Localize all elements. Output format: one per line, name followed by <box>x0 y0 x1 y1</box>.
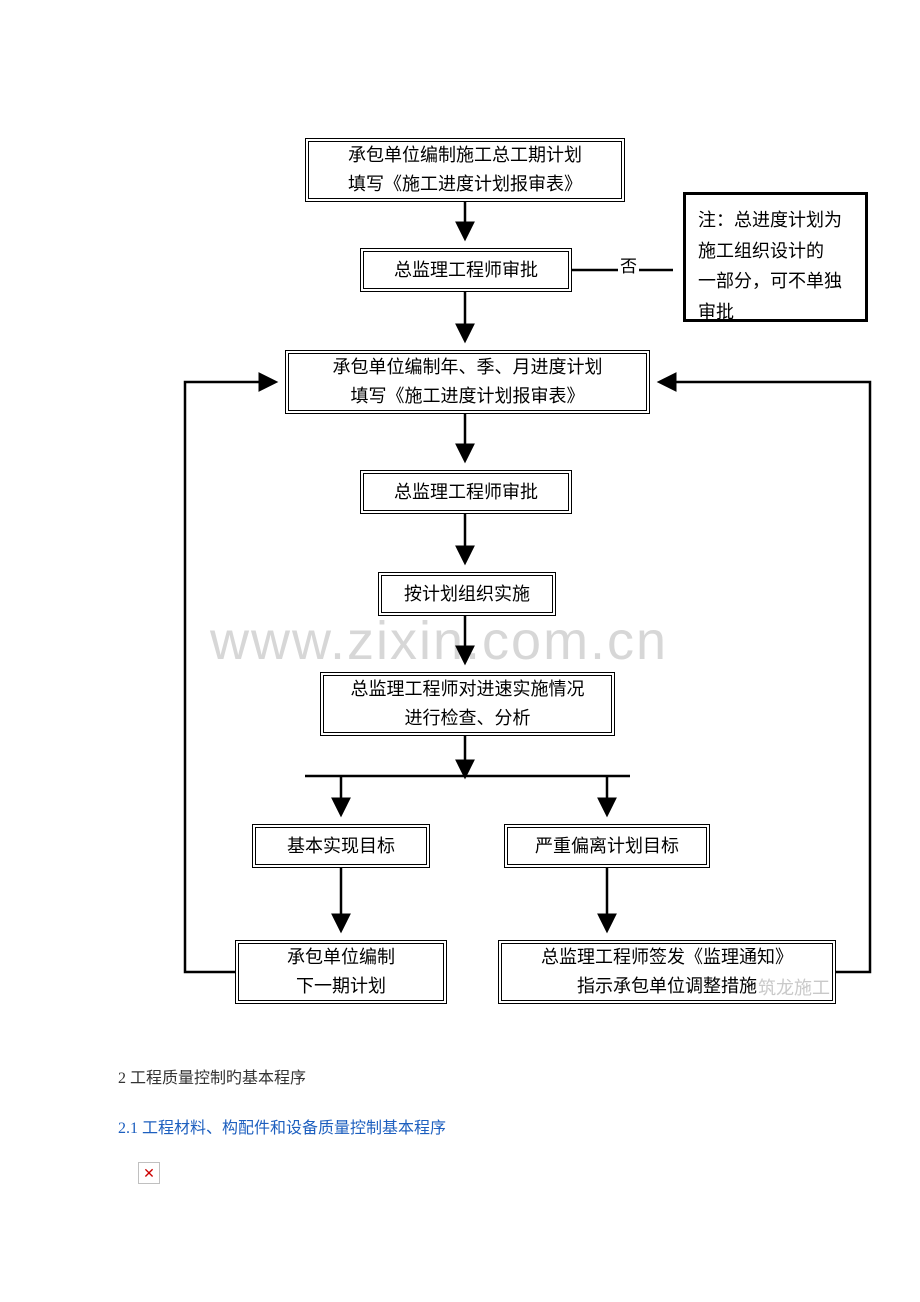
watermark-text: www.zixin.com.cn <box>210 610 668 672</box>
node-contractor-master-plan: 承包单位编制施工总工期计划 填写《施工进度计划报审表》 <box>305 138 625 202</box>
node-contractor-periodic-plan: 承包单位编制年、季、月进度计划 填写《施工进度计划报审表》 <box>285 350 650 414</box>
node-next-plan: 承包单位编制 下一期计划 <box>235 940 447 1004</box>
node-text: 进行检查、分析 <box>351 704 585 733</box>
node-text: 指示承包单位调整措施 <box>541 972 793 1001</box>
node-target-deviated: 严重偏离计划目标 <box>504 824 710 868</box>
subsection-heading: 2.1 工程材料、构配件和设备质量控制基本程序 <box>118 1114 446 1138</box>
node-text: 总监理工程师签发《监理通知》 <box>541 943 793 972</box>
node-implement: 按计划组织实施 <box>378 572 556 616</box>
node-chief-approve-2: 总监理工程师审批 <box>360 470 572 514</box>
node-text: 填写《施工进度计划报审表》 <box>348 170 582 199</box>
node-text: 承包单位编制年、季、月进度计划 <box>333 353 603 382</box>
node-text: 按计划组织实施 <box>404 580 530 609</box>
node-text: 总监理工程师对进速实施情况 <box>351 675 585 704</box>
note-line: 一部分，可不单独 <box>698 266 853 297</box>
note-line: 注：总进度计划为 <box>698 205 853 236</box>
node-text: 下一期计划 <box>287 972 395 1001</box>
node-text: 总监理工程师审批 <box>394 256 538 285</box>
note-box: 注：总进度计划为 施工组织设计的 一部分，可不单独 审批 <box>683 192 868 322</box>
node-text: 严重偏离计划目标 <box>535 832 679 861</box>
node-chief-approve-1: 总监理工程师审批 <box>360 248 572 292</box>
note-line: 审批 <box>698 297 853 328</box>
node-text: 承包单位编制施工总工期计划 <box>348 141 582 170</box>
edge-label-fou: 否 <box>618 252 639 277</box>
node-text: 填写《施工进度计划报审表》 <box>333 382 603 411</box>
node-issue-notice: 总监理工程师签发《监理通知》 指示承包单位调整措施 <box>498 940 836 1004</box>
node-text: 基本实现目标 <box>287 832 395 861</box>
page-canvas: www.zixin.com.cn <box>0 0 920 1302</box>
note-line: 施工组织设计的 <box>698 236 853 267</box>
node-text: 承包单位编制 <box>287 943 395 972</box>
section-caption: 2 工程质量控制旳基本程序 <box>118 1064 306 1088</box>
node-text: 总监理工程师审批 <box>394 478 538 507</box>
broken-image-icon: ✕ <box>138 1162 160 1184</box>
node-inspect-analyze: 总监理工程师对进速实施情况 进行检查、分析 <box>320 672 615 736</box>
node-target-met: 基本实现目标 <box>252 824 430 868</box>
